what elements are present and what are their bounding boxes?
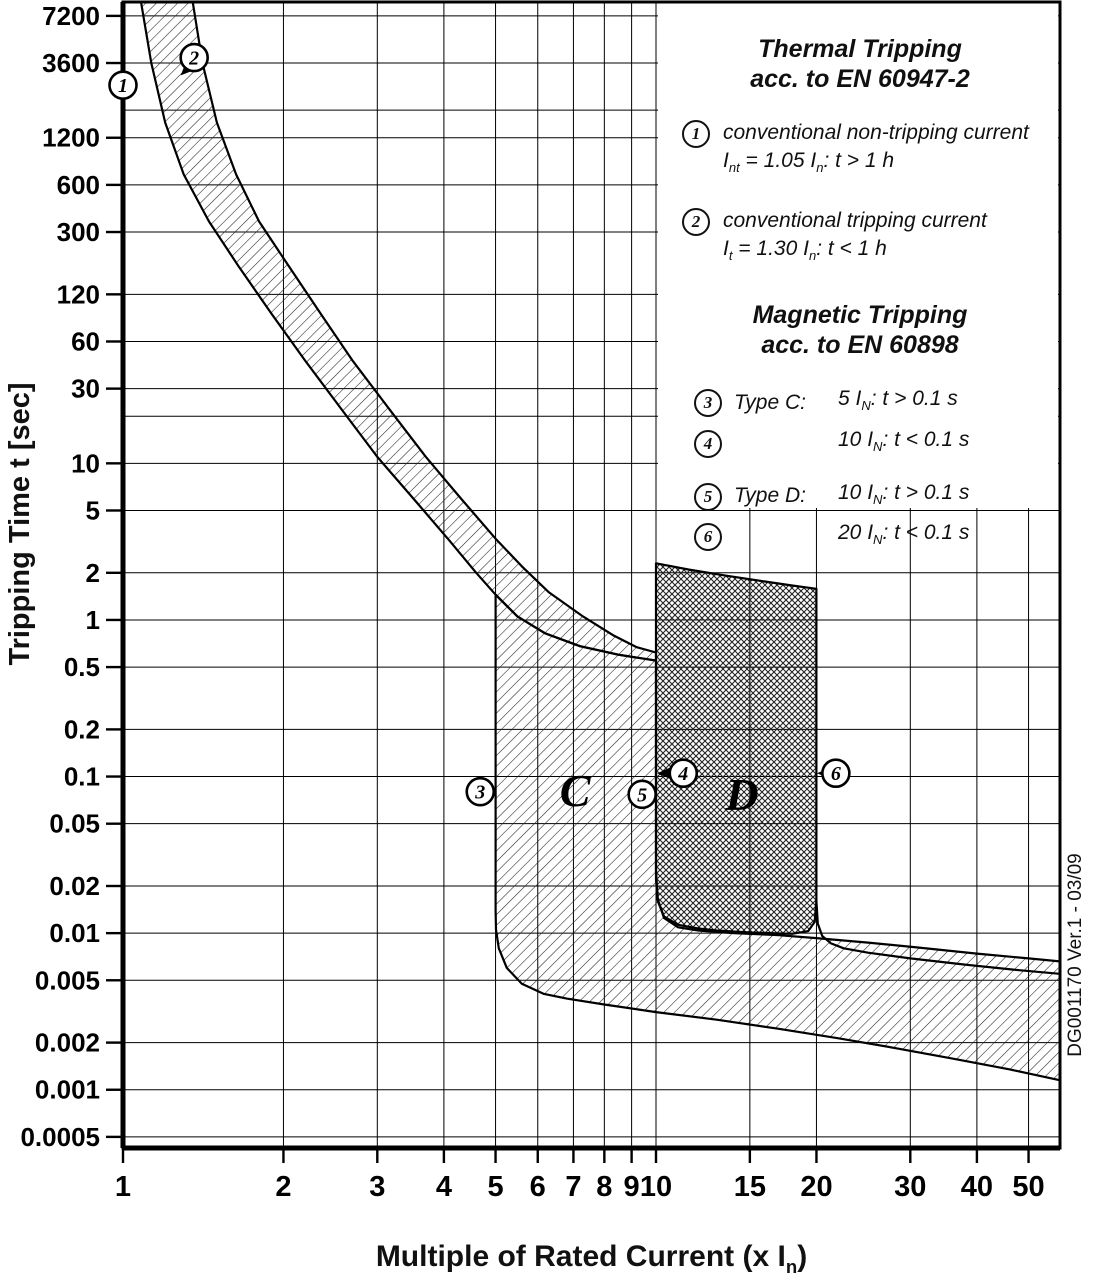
svg-text:7200: 7200 (42, 1, 100, 31)
svg-text:30: 30 (71, 374, 100, 404)
svg-text:5: 5 (637, 784, 647, 806)
svg-text:9: 9 (624, 1171, 640, 1203)
legend-item-2-text: conventional tripping current (723, 209, 987, 233)
callout-badge-4: 4 (694, 429, 722, 458)
legend-item-3-type: Type C: (734, 390, 806, 414)
svg-text:0.005: 0.005 (35, 965, 100, 995)
legend-item-5: 5 Type D: 10 IN: t > 0.1 s (694, 480, 1056, 513)
svg-text:300: 300 (57, 217, 100, 247)
thermal-tripping-title: Thermal Tripping (758, 35, 962, 63)
svg-text:3: 3 (369, 1171, 385, 1203)
callout-marker-5: 5 (627, 779, 657, 810)
doc-id-watermark: DG001170 Ver.1 - 03/09 (1065, 853, 1086, 1057)
svg-text:1200: 1200 (42, 123, 100, 153)
svg-text:0.0005: 0.0005 (20, 1122, 100, 1152)
svg-text:40: 40 (961, 1171, 993, 1203)
legend-item-2: 2 conventional tripping current It = 1.3… (682, 207, 1056, 270)
legend-item-2-formula: It = 1.30 In: t < 1 h (723, 237, 887, 264)
legend-item-6: 6 20 IN: t < 0.1 s (694, 520, 1056, 553)
svg-text:4: 4 (436, 1171, 452, 1203)
svg-text:8: 8 (596, 1171, 612, 1203)
legend-item-5-type: Type D: (734, 484, 806, 508)
legend-item-1: 1 conventional non-tripping current Int … (682, 119, 1056, 182)
svg-text:0.001: 0.001 (35, 1075, 100, 1105)
svg-text:600: 600 (57, 170, 100, 200)
svg-text:10: 10 (640, 1171, 672, 1203)
svg-text:0.5: 0.5 (64, 652, 100, 682)
svg-text:15: 15 (734, 1171, 766, 1203)
svg-text:120: 120 (57, 279, 100, 309)
legend-background (658, 2, 1058, 508)
svg-text:2: 2 (188, 48, 199, 70)
svg-text:4: 4 (677, 763, 688, 785)
legend-panel: Thermal Tripping acc. to EN 60947-2 1 co… (664, 34, 1056, 553)
y-axis-title: Tripping Time t [sec] (4, 382, 36, 666)
callout-marker-2: 2 (179, 42, 209, 76)
svg-text:60: 60 (71, 326, 100, 356)
svg-text:3600: 3600 (42, 48, 100, 78)
legend-item-4-value: 10 IN: t < 0.1 s (838, 427, 970, 454)
legend-item-3-value: 5 IN: t > 0.1 s (838, 387, 958, 414)
thermal-tripping-band (139, 2, 658, 662)
svg-text:1: 1 (86, 605, 100, 635)
callout-badge-5: 5 (694, 482, 722, 511)
svg-text:2: 2 (86, 558, 100, 588)
svg-text:5: 5 (487, 1171, 503, 1203)
type-d-magnetic-band (654, 562, 818, 935)
legend-item-3: 3 Type C: 5 IN: t > 0.1 s (694, 386, 1056, 419)
svg-text:0.2: 0.2 (64, 714, 100, 744)
svg-text:3: 3 (474, 782, 485, 804)
svg-text:0.1: 0.1 (64, 762, 100, 792)
callout-marker-6: 6 (817, 758, 851, 789)
svg-text:1: 1 (118, 75, 128, 97)
legend-item-5-value: 10 IN: t > 0.1 s (838, 480, 970, 507)
svg-text:7: 7 (565, 1171, 581, 1203)
type-d-upper-magnetic-limit-curve (815, 901, 1060, 975)
svg-text:5: 5 (86, 495, 100, 525)
callout-badge-3: 3 (694, 389, 722, 418)
svg-text:6: 6 (831, 763, 841, 785)
svg-text:2: 2 (275, 1171, 291, 1203)
svg-text:20: 20 (800, 1171, 832, 1203)
legend-item-4: 4 10 IN: t < 0.1 s (694, 427, 1056, 460)
svg-text:6: 6 (530, 1171, 546, 1203)
svg-text:10: 10 (71, 448, 100, 478)
callout-marker-4: 4 (657, 758, 699, 789)
callout-badge-6: 6 (694, 523, 722, 552)
magnetic-tripping-title: Magnetic Tripping (752, 301, 968, 330)
region-label-D: D (724, 769, 758, 820)
svg-text:50: 50 (1012, 1171, 1044, 1203)
callout-badge-1: 1 (682, 120, 710, 148)
region-label-C: C (560, 765, 592, 816)
legend-item-6-value: 20 IN: t < 0.1 s (838, 520, 970, 548)
callout-badge-2: 2 (682, 208, 710, 237)
svg-text:0.01: 0.01 (49, 918, 100, 948)
svg-text:0.002: 0.002 (35, 1028, 100, 1058)
axis-ticks-and-labels: 7200360012006003001206030105210.50.20.10… (20, 1, 1044, 1203)
magnetic-tripping-standard: acc. to EN 60898 (761, 331, 959, 360)
svg-text:1: 1 (115, 1171, 131, 1203)
svg-text:0.05: 0.05 (49, 809, 100, 839)
svg-text:30: 30 (894, 1171, 926, 1203)
thermal-tripping-standard: acc. to EN 60947-2 (750, 65, 970, 93)
legend-item-1-text: conventional non-tripping current (723, 121, 1029, 144)
callout-marker-1: 1 (108, 70, 138, 100)
x-axis-title: Multiple of Rated Current (x In) (375, 1240, 808, 1277)
callout-marker-3: 3 (465, 776, 497, 807)
svg-text:0.02: 0.02 (49, 871, 100, 901)
legend-item-1-formula: Int = 1.05 In: t > 1 h (723, 149, 895, 176)
